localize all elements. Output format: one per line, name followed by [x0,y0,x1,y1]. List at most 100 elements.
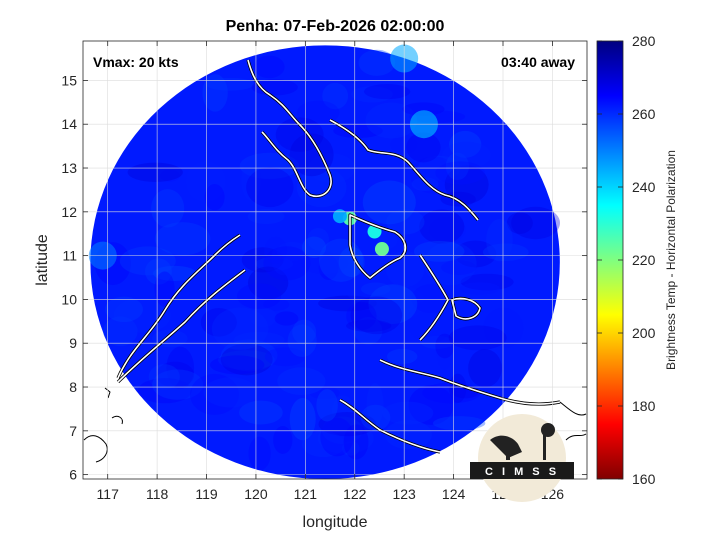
convective-cell [332,209,347,224]
swath-blotch [346,301,377,331]
swath-blotch [159,169,180,182]
swath-blotch [255,256,294,271]
x-tick-label: 119 [195,486,218,502]
swath-blotch [384,419,432,450]
colorbar-tick-label: 280 [632,33,656,49]
swath-blotch [200,308,237,337]
swath-blotch [363,84,411,100]
swath-blotch [362,180,416,225]
swath-blotch [296,167,347,208]
swath-blotch [209,355,265,375]
coastline-outside [83,387,587,463]
swath-blotch [350,296,403,335]
swath-blotch [292,319,317,345]
logo-tower-icon [543,432,546,460]
swath-blotch [264,236,288,265]
swath-blotch [263,246,311,281]
coastline-white [117,59,561,453]
swath-blotch [419,209,465,244]
swath-blotch [441,260,477,276]
swath-blotch [300,252,349,275]
swath-blotch [264,347,306,367]
swath-blotch [360,404,391,431]
swath-blotch [137,378,192,404]
swath-blotch [448,325,507,351]
x-tick-label: 120 [244,486,268,502]
coastlines [83,59,587,463]
swath-blotch [309,386,340,400]
y-ticks: 6 7 8 9 10 11 12 13 14 15 [61,72,587,483]
swath-blotch [382,401,434,425]
swath-blotch [333,123,383,139]
swath-blotch [202,74,228,112]
swath-blotch [511,206,560,240]
swath-blotch [156,361,195,388]
swath-blotch [218,350,275,370]
y-tick-label: 6 [69,467,77,483]
swath-blotch [253,55,285,79]
y-tick-label: 14 [61,116,77,132]
swath-blotch [189,373,240,415]
swath-blotch [220,343,273,376]
logo-text: C I M S S [485,466,559,478]
swath-blotch [307,227,329,251]
x-tick-label: 117 [97,486,120,502]
swath-blotch [320,417,354,457]
swath-blotch [152,369,204,400]
swath-blotch [296,100,340,125]
swath-blotch [203,377,258,408]
x-axis-label: longitude [303,514,368,531]
swath-blotch [444,165,489,204]
swath-blotch [154,271,175,307]
colorbar-tick-label: 220 [632,252,656,268]
convective-cell [374,242,389,257]
swath-blotch [271,242,296,276]
swath-blotch [247,266,289,300]
swath-blotch [445,152,469,181]
swath-blotch [366,383,384,426]
chart-title: Penha: 07-Feb-2026 02:00:00 [226,18,445,35]
swath-blotch [233,331,285,349]
swath-blotch [239,400,283,425]
swath-blotch [322,82,349,110]
swath-blotch [345,319,392,332]
swath-blotch [103,316,138,347]
swath-blotch [316,389,338,422]
swath-blotch [483,307,524,349]
swath-blotch [262,298,290,311]
swath-blotch [406,132,441,163]
logo-banner [470,462,574,479]
colorbar-tick-label: 160 [632,471,656,487]
swath-blotch [435,333,455,359]
swath-blotch [454,240,497,268]
swath-blotch [154,222,211,256]
time-away-annotation: 03:40 away [501,54,575,70]
swath-blotch [248,436,271,471]
swath-blotch [151,189,185,228]
swath-blotch [408,385,454,426]
swath-blotch [368,284,426,321]
swath-blotch [152,265,197,282]
y-tick-label: 10 [61,291,77,307]
x-ticks: 117118119120121122123124125126 [97,41,564,502]
swath-blotch [127,162,183,182]
microwave-swath [90,45,560,479]
swath-blotch [211,307,269,350]
swath-blotch [166,346,195,390]
swath-blotch [289,133,334,177]
vmax-annotation: Vmax: 20 kts [93,54,179,70]
swath-blotch [277,367,326,396]
swath-blotch [287,324,317,358]
swath-blotch [249,307,277,328]
swath-blotch [318,411,377,437]
x-tick-label: 121 [294,486,318,502]
swath-blotch [241,247,284,273]
swath-blotch [486,219,513,262]
swath-blotch [204,184,225,211]
x-tick-label: 118 [146,486,169,502]
swath-blotch [302,236,327,258]
swath-blotch [358,49,396,76]
y-tick-label: 9 [69,335,77,351]
swath-blotch [482,243,529,261]
